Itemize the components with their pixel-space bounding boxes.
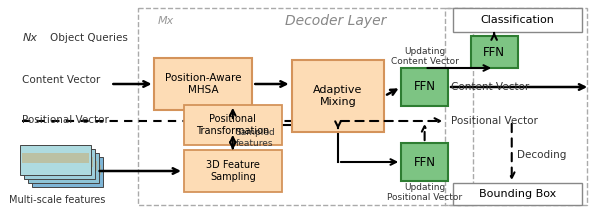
FancyBboxPatch shape [32, 157, 102, 187]
Text: FFN: FFN [414, 155, 436, 169]
Text: 3D Feature
Sampling: 3D Feature Sampling [206, 160, 260, 182]
Text: Nx: Nx [22, 33, 37, 43]
FancyBboxPatch shape [184, 150, 282, 192]
FancyBboxPatch shape [28, 153, 99, 183]
FancyBboxPatch shape [471, 36, 517, 68]
Text: Positional Vector: Positional Vector [22, 115, 109, 125]
Text: Decoder Layer: Decoder Layer [285, 14, 386, 28]
Text: Sampled
features: Sampled features [236, 128, 275, 148]
FancyBboxPatch shape [453, 183, 582, 205]
Text: FFN: FFN [483, 46, 505, 59]
FancyBboxPatch shape [291, 60, 384, 132]
Text: Object Queries: Object Queries [50, 33, 128, 43]
Text: Decoding: Decoding [517, 150, 566, 160]
Text: Multi-scale features: Multi-scale features [9, 195, 106, 205]
Text: FFN: FFN [414, 81, 436, 93]
Text: Position-Aware
MHSA: Position-Aware MHSA [165, 73, 242, 95]
Text: Classification: Classification [481, 15, 555, 25]
FancyBboxPatch shape [155, 58, 252, 110]
Text: Adaptive
Mixing: Adaptive Mixing [313, 85, 363, 107]
FancyBboxPatch shape [401, 68, 448, 106]
FancyBboxPatch shape [401, 143, 448, 181]
FancyBboxPatch shape [34, 165, 101, 175]
FancyBboxPatch shape [30, 161, 96, 171]
Text: Updating
Content Vector: Updating Content Vector [391, 47, 459, 66]
Text: Positional Vector: Positional Vector [451, 116, 538, 126]
Text: Positional
Transformation: Positional Transformation [196, 114, 269, 136]
Text: Bounding Box: Bounding Box [479, 189, 556, 199]
FancyBboxPatch shape [24, 149, 95, 179]
Text: Updating
Positional Vector: Updating Positional Vector [387, 183, 462, 202]
Text: Content Vector: Content Vector [22, 75, 101, 85]
FancyBboxPatch shape [184, 105, 282, 145]
FancyBboxPatch shape [20, 145, 91, 175]
FancyBboxPatch shape [453, 8, 582, 32]
FancyBboxPatch shape [22, 153, 89, 163]
Text: Content Vector: Content Vector [451, 82, 529, 92]
FancyBboxPatch shape [26, 157, 93, 167]
Text: Mx: Mx [157, 16, 173, 26]
